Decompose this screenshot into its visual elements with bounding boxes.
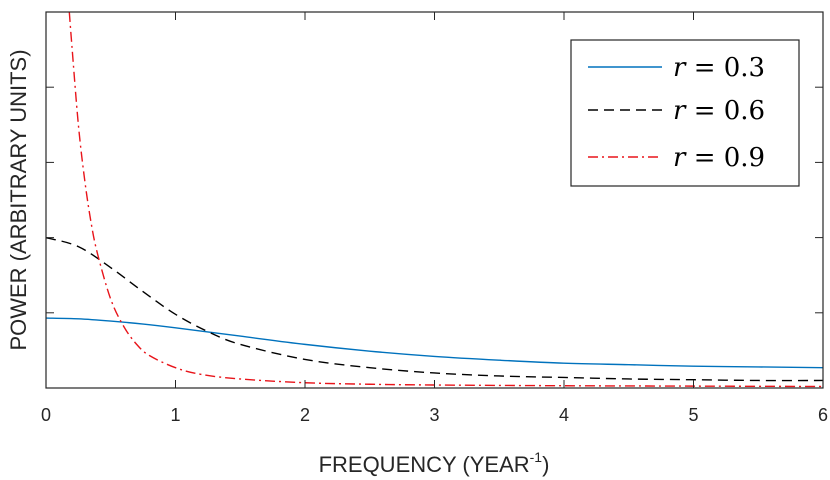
series-layer	[46, 12, 823, 388]
x-tick-label: 1	[170, 405, 180, 425]
x-tick-label: 5	[688, 405, 698, 425]
x-axis-label-superscript: -1	[530, 449, 543, 465]
legend-label-r09: r = 0.9	[673, 143, 765, 173]
x-tick-label: 0	[41, 405, 51, 425]
series-line-r-0-9	[68, 12, 823, 388]
x-tick-label: 3	[429, 405, 439, 425]
x-tick-label: 2	[300, 405, 310, 425]
series-line-r-0-3	[46, 317, 823, 369]
plot-frame	[45, 11, 824, 389]
x-tick-label: 6	[818, 405, 828, 425]
legend-label-r03: r = 0.3	[673, 53, 765, 83]
x-tick-label: 4	[559, 405, 569, 425]
x-tick-labels: 0 1 2 3 4 5 6	[41, 405, 828, 425]
legend: r = 0.3 r = 0.6 r = 0.9	[570, 39, 800, 187]
x-axis-label: FREQUENCY (YEAR-1)	[319, 449, 550, 477]
series-line-r-0-6	[46, 236, 823, 382]
y-axis-label: POWER (ARBITRARY UNITS)	[6, 49, 31, 350]
legend-label-r06: r = 0.6	[673, 96, 765, 126]
legend-box	[570, 39, 800, 187]
